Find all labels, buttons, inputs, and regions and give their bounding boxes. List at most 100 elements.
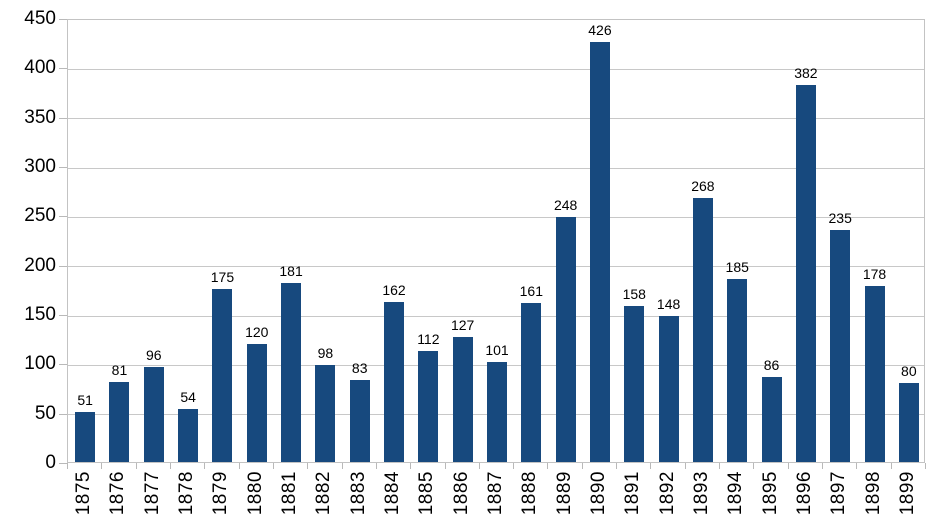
- x-tick-mark: [581, 463, 583, 469]
- x-tick-mark: [719, 463, 721, 469]
- y-tick-mark: [59, 167, 67, 168]
- bar-value-label: 162: [382, 282, 406, 298]
- bar-value-label: 83: [351, 360, 368, 376]
- y-tick-label: 0: [45, 452, 56, 473]
- bar-value-label: 161: [519, 283, 543, 299]
- x-tick-label: 1883: [347, 471, 369, 516]
- bar-value-label: 148: [656, 296, 681, 312]
- y-tick-mark: [59, 265, 67, 267]
- gridline: [68, 118, 924, 120]
- y-tick-label: 200: [24, 254, 56, 276]
- x-tick-label: 1879: [210, 471, 232, 516]
- y-tick-mark: [59, 216, 67, 218]
- y-tick-mark: [59, 364, 67, 366]
- bar-value-label: 235: [828, 210, 852, 226]
- y-tick-label: 250: [24, 205, 56, 227]
- x-tick-mark: [890, 463, 892, 469]
- bar: [281, 283, 302, 462]
- x-tick-mark: [547, 463, 549, 469]
- x-tick-mark: [375, 463, 377, 469]
- bar-value-label: 268: [691, 178, 715, 194]
- bar-value-label: 98: [317, 345, 334, 361]
- x-tick-label: 1878: [176, 471, 198, 516]
- x-tick-label: 1888: [519, 471, 541, 516]
- bar: [555, 217, 576, 462]
- bar: [761, 377, 782, 462]
- bar-value-label: 96: [146, 347, 162, 363]
- x-tick-mark: [238, 463, 240, 469]
- bar: [452, 337, 473, 462]
- y-tick-mark: [59, 315, 67, 316]
- x-tick-mark: [341, 463, 343, 469]
- y-tick-label: 150: [24, 304, 56, 325]
- bar: [75, 412, 96, 462]
- bar-value-label: 86: [763, 357, 780, 373]
- bar-value-label: 120: [245, 324, 269, 340]
- bar-value-label: 51: [77, 392, 93, 408]
- bar-value-label: 158: [622, 286, 646, 302]
- x-tick-label: 1885: [416, 471, 438, 516]
- x-tick-mark: [925, 463, 926, 469]
- x-tick-mark: [787, 463, 789, 469]
- bar-value-label: 81: [111, 362, 128, 378]
- x-tick-label: 1889: [553, 471, 575, 516]
- x-tick-label: 1886: [450, 471, 472, 516]
- bar: [795, 85, 816, 462]
- bar: [143, 367, 164, 462]
- bar: [658, 316, 679, 462]
- bar-value-label: 127: [450, 317, 475, 333]
- x-tick-label: 1890: [587, 471, 609, 516]
- x-tick-mark: [135, 463, 137, 469]
- gridline: [68, 216, 924, 218]
- bar-value-label: 185: [725, 259, 749, 275]
- bar: [624, 306, 645, 462]
- y-tick-mark: [59, 68, 67, 70]
- x-tick-label: 1896: [793, 471, 815, 516]
- x-tick-mark: [101, 463, 103, 469]
- y-tick-label: 400: [24, 57, 56, 79]
- gridline: [68, 266, 924, 268]
- y-tick-mark: [59, 463, 67, 464]
- x-tick-label: 1875: [73, 471, 95, 516]
- bar: [487, 362, 507, 462]
- x-tick-mark: [684, 463, 686, 469]
- x-tick-label: 1882: [313, 471, 335, 516]
- x-tick-label: 1894: [725, 471, 747, 516]
- x-tick-mark: [478, 463, 480, 469]
- x-tick-label: 1884: [382, 471, 404, 516]
- bar-value-label: 175: [210, 269, 235, 285]
- bar-value-label: 426: [588, 22, 612, 38]
- bar: [692, 198, 713, 462]
- bar-value-label: 178: [862, 266, 887, 282]
- x-tick-mark: [650, 463, 652, 469]
- x-tick-label: 1897: [828, 471, 850, 516]
- x-tick-mark: [169, 463, 171, 469]
- bar-value-label: 248: [553, 197, 578, 213]
- y-tick-mark: [59, 117, 67, 119]
- x-tick-mark: [822, 463, 824, 469]
- bar-value-label: 54: [180, 389, 196, 405]
- x-tick-mark: [616, 463, 618, 469]
- bar: [384, 302, 405, 462]
- bar: [521, 303, 542, 462]
- x-tick-mark: [410, 463, 412, 469]
- y-tick-label: 50: [34, 402, 56, 424]
- x-tick-label: 1881: [279, 471, 301, 516]
- x-tick-label: 1891: [622, 471, 644, 516]
- x-tick-label: 1876: [107, 471, 129, 516]
- bar-value-label: 181: [279, 263, 303, 279]
- x-tick-label: 1880: [244, 471, 266, 516]
- y-tick-label: 450: [24, 8, 56, 29]
- y-tick-mark: [59, 19, 67, 20]
- x-tick-label: 1892: [656, 471, 678, 516]
- x-tick-mark: [272, 463, 274, 469]
- gridline: [68, 68, 924, 70]
- x-tick-mark: [204, 463, 206, 469]
- bar: [212, 289, 233, 462]
- x-tick-mark: [307, 463, 309, 469]
- bar: [246, 344, 267, 462]
- x-tick-mark: [67, 463, 68, 469]
- y-tick-mark: [59, 413, 67, 415]
- bar: [898, 383, 919, 462]
